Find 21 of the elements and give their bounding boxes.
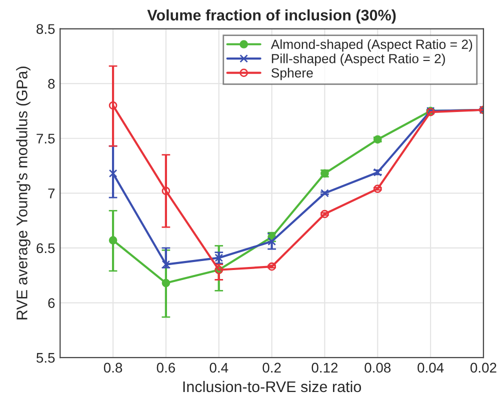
y-tick-label: 7 — [48, 188, 55, 198]
x-tick-label: 0.4 — [210, 362, 228, 373]
y-tick-label: 5.5 — [36, 353, 55, 363]
x-tick-label: 0.02 — [470, 362, 496, 373]
y-tick-label: 6 — [48, 298, 55, 308]
legend-label: Almond-shaped (Aspect Ratio = 2) — [270, 39, 472, 52]
x-tick-label: 0.04 — [418, 362, 444, 373]
chart-title: Volume fraction of inclusion (30%) — [147, 9, 396, 24]
y-axis-title: RVE average Young's modulus (GPa) — [16, 66, 30, 320]
legend-label: Sphere — [271, 68, 313, 80]
y-tick-label: 7.5 — [36, 134, 55, 144]
legend-label: Pill-shaped (Aspect Ratio = 2) — [272, 54, 445, 66]
y-tick-label: 8 — [48, 78, 55, 89]
x-tick-label: 0.2 — [262, 362, 281, 373]
x-tick-label: 0.8 — [104, 362, 122, 373]
y-tick-label: 6.5 — [36, 243, 55, 254]
x-tick-label: 0.6 — [156, 362, 175, 373]
x-tick-label: 0.12 — [312, 362, 338, 373]
y-tick-label: 8.5 — [36, 24, 55, 34]
x-tick-label: 0.08 — [364, 362, 391, 373]
x-axis-title: Inclusion-to-RVE size ratio — [183, 380, 362, 392]
